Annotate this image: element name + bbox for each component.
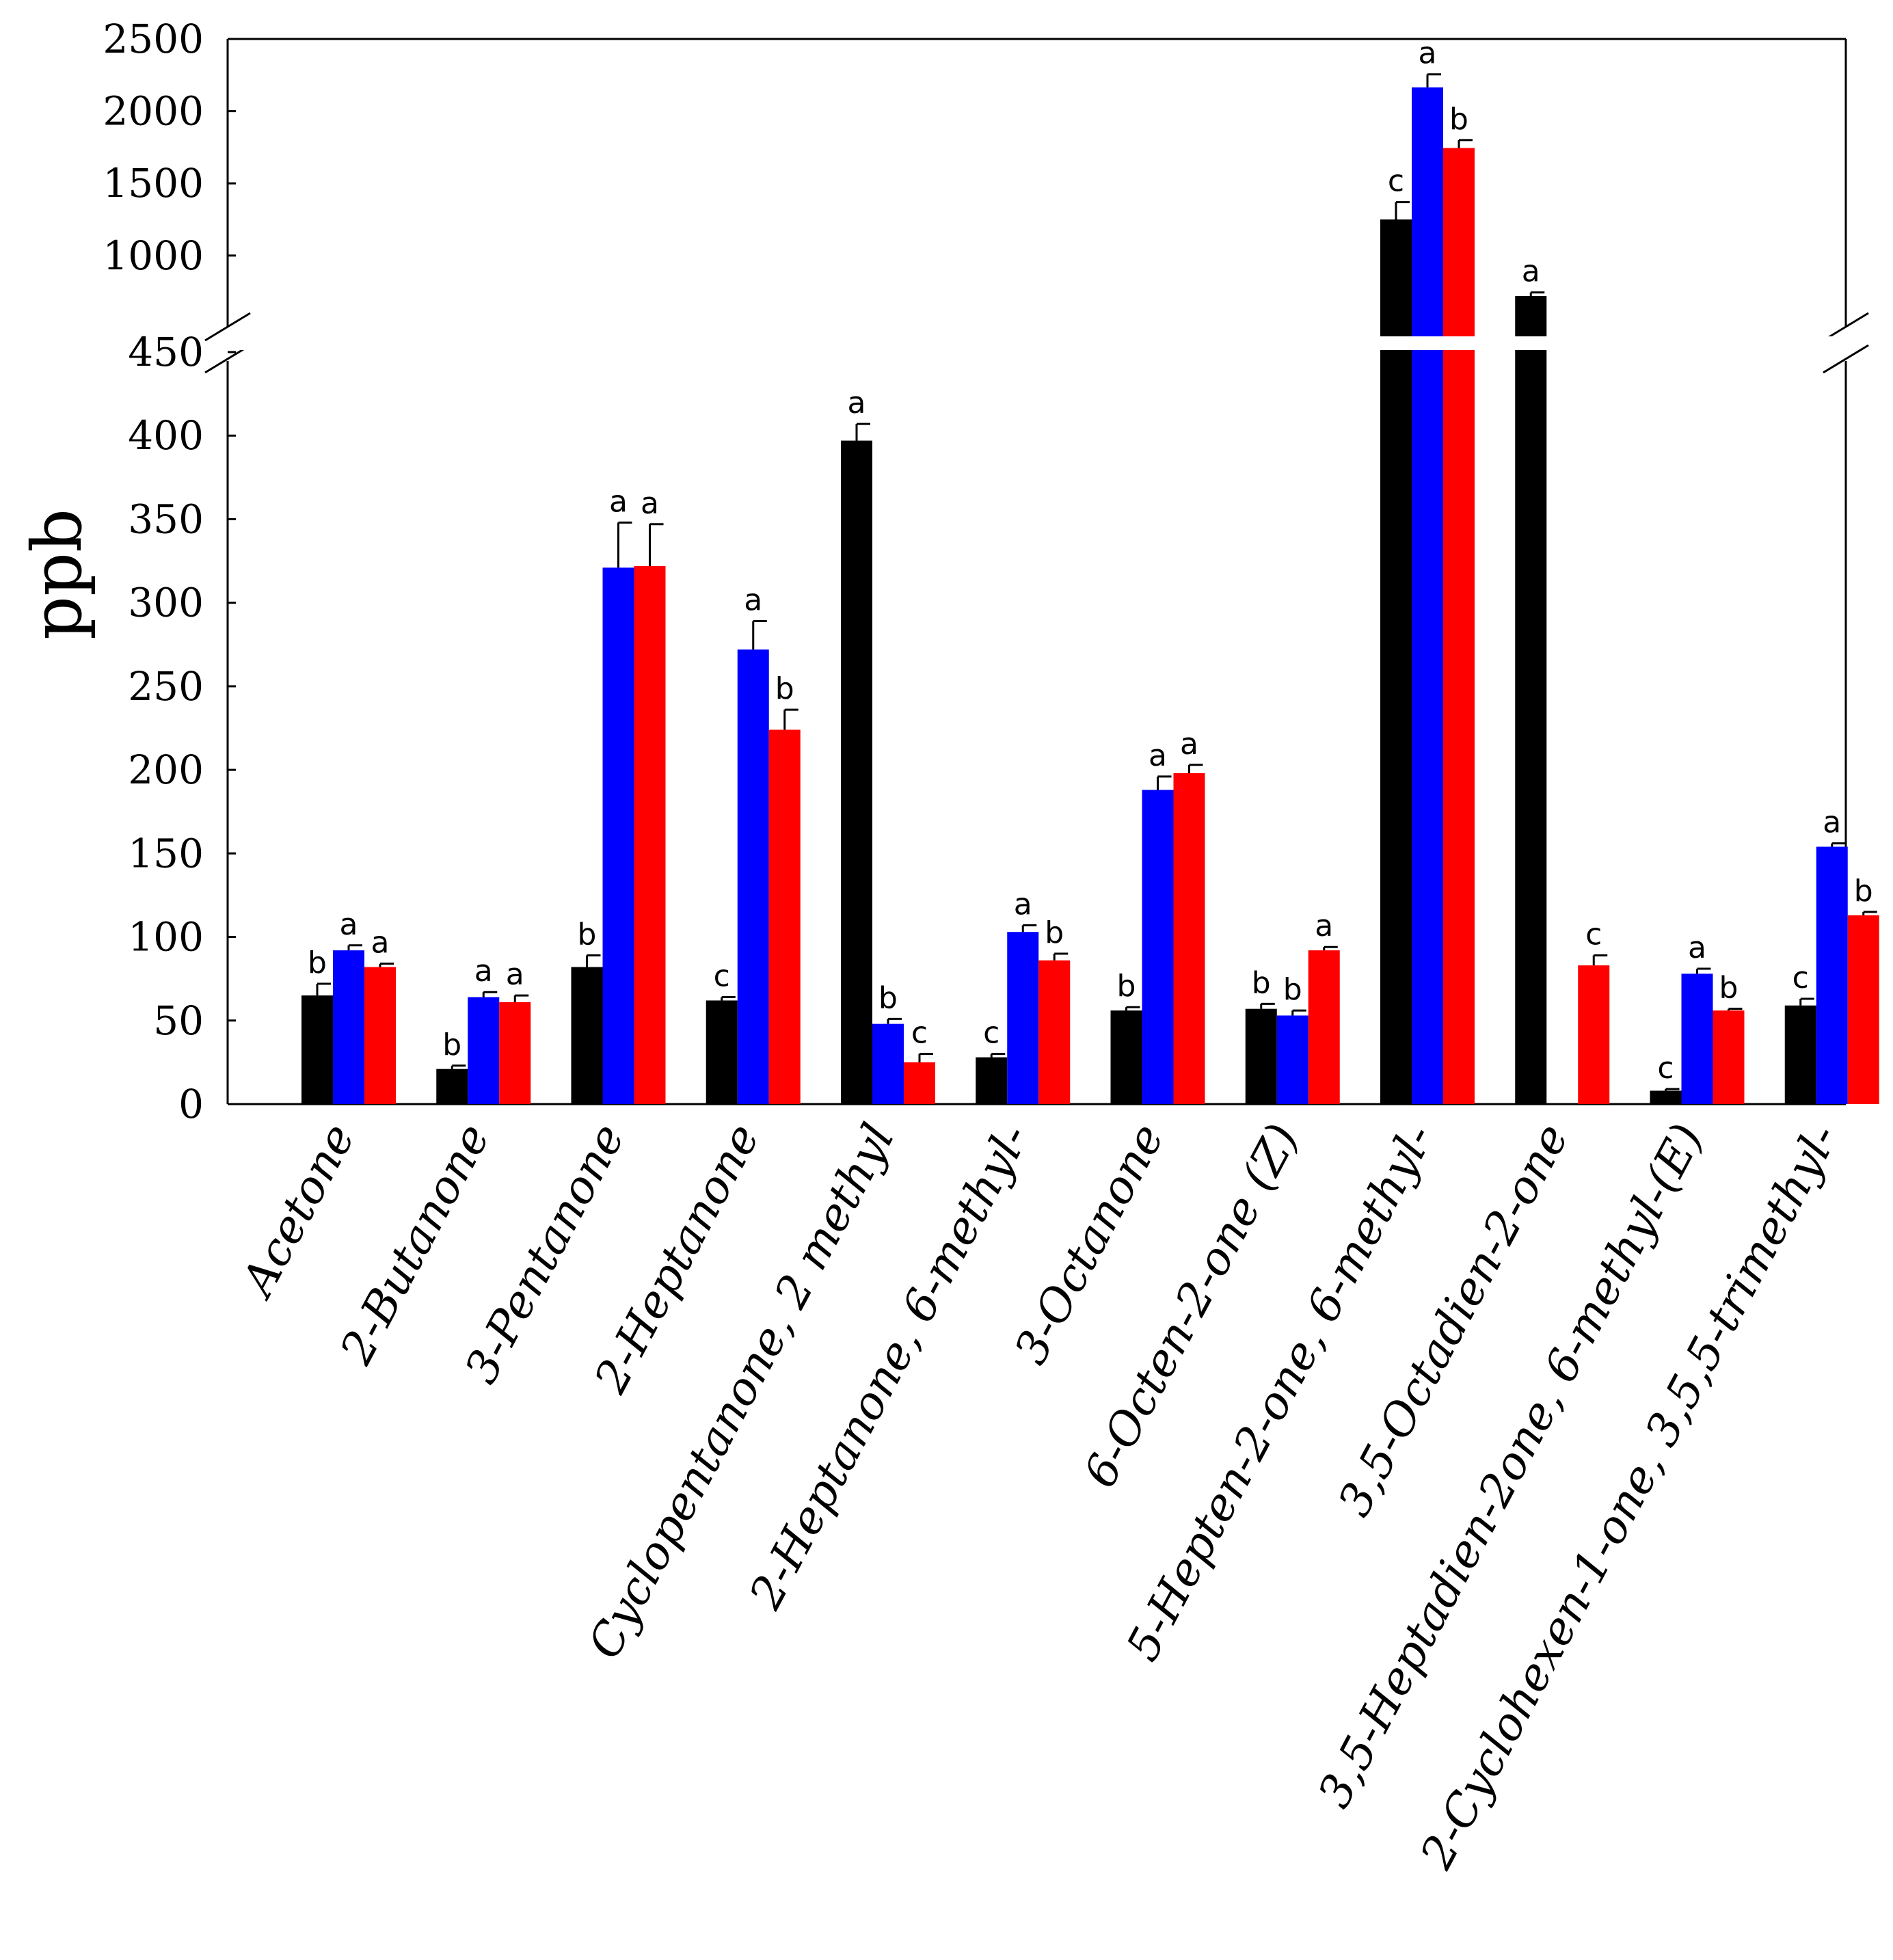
bar-black — [1515, 295, 1547, 1105]
significance-letter: b — [1719, 971, 1738, 1006]
bar-blue — [1007, 932, 1039, 1104]
bar-black — [436, 1069, 468, 1104]
bar-blue — [1412, 87, 1443, 1104]
significance-letter: c — [1793, 961, 1809, 995]
significance-letter: a — [641, 486, 659, 521]
bar-blue — [468, 997, 500, 1104]
y-tick-label: 100 — [128, 914, 204, 961]
significance-letter: a — [1823, 805, 1841, 840]
bar-blue — [737, 649, 769, 1104]
significance-letter: a — [474, 954, 493, 989]
bar-red — [1443, 148, 1475, 1105]
bar-black — [1784, 1005, 1816, 1104]
significance-letter: b — [1117, 969, 1136, 1004]
significance-letter: b — [878, 980, 898, 1015]
significance-letter: b — [308, 945, 327, 980]
bar-blue — [1142, 790, 1174, 1104]
bar-black — [301, 995, 333, 1104]
bar-red — [1308, 950, 1340, 1104]
bar-red — [768, 729, 801, 1104]
bar-red — [1847, 915, 1879, 1104]
y-tick-label: 250 — [128, 663, 204, 710]
bar-red — [634, 565, 666, 1104]
bar-blue — [1276, 1015, 1308, 1104]
bar-red — [1173, 773, 1205, 1104]
significance-letter: b — [1283, 972, 1302, 1007]
significance-letter: c — [714, 959, 730, 994]
significance-letter: b — [1449, 102, 1468, 137]
bar-black — [841, 440, 872, 1104]
bar-blue — [1681, 974, 1713, 1104]
category-label: Acetone — [230, 1115, 365, 1307]
bar-red — [904, 1062, 935, 1104]
significance-letter: a — [848, 386, 866, 420]
significance-letter: b — [1045, 915, 1064, 950]
bar-red — [1038, 960, 1071, 1104]
bar-blue — [333, 950, 364, 1104]
significance-letter: a — [1315, 909, 1333, 943]
significance-letter: a — [1522, 254, 1540, 289]
axis-break-mark-right — [1823, 312, 1869, 342]
significance-letter: a — [1149, 738, 1167, 773]
axis-break-gap — [229, 336, 1844, 350]
bar-red — [1578, 965, 1610, 1104]
bar-black — [1380, 219, 1412, 1104]
y-tick-label: 300 — [128, 580, 204, 626]
category-labels: Acetone2-Butanone3-Pentanone2-HeptanoneC… — [230, 1115, 1849, 1877]
y-tick-label: 400 — [128, 412, 204, 459]
significance-letter: a — [1180, 727, 1198, 762]
axis-break-mark-left — [204, 312, 251, 342]
significance-letter: b — [775, 671, 794, 706]
bar-red — [364, 967, 396, 1104]
y-tick-label: 450 — [128, 329, 204, 375]
y-tick-label: 0 — [178, 1081, 204, 1127]
bar-black — [1110, 1010, 1142, 1104]
significance-letter: a — [506, 957, 524, 992]
significance-letter: b — [1252, 965, 1271, 1000]
significance-letter: c — [983, 1016, 999, 1051]
y-tick-label: 2500 — [103, 16, 204, 62]
axis-break-mark-right — [1823, 344, 1869, 374]
significance-letter: c — [911, 1016, 928, 1051]
significance-letter: b — [578, 917, 597, 952]
bar-red — [499, 1002, 531, 1104]
significance-letter: c — [1388, 164, 1404, 199]
y-axis-ticks: 0 50 100 150 200 250 300 350 400 450 1000 1500 2000 2… — [103, 16, 236, 1127]
significance-letter: a — [340, 907, 358, 942]
significance-letter: a — [371, 926, 390, 961]
bar-blue — [602, 567, 634, 1104]
significance-letter: a — [1688, 930, 1706, 965]
significance-letter: a — [1014, 887, 1032, 922]
y-tick-label: 1500 — [103, 160, 204, 206]
bar-black — [706, 1000, 738, 1104]
bar-blue — [1816, 846, 1848, 1104]
significance-letter: b — [1854, 874, 1873, 909]
y-axis-title: ppb — [17, 509, 97, 640]
y-tick-label: 350 — [128, 496, 204, 542]
bar-black — [1245, 1008, 1277, 1104]
bar-black — [976, 1057, 1008, 1104]
significance-letter: a — [1419, 36, 1437, 71]
significance-letter: c — [1585, 917, 1602, 952]
y-tick-label: 1000 — [103, 232, 204, 279]
bar-blue — [872, 1023, 904, 1104]
y-tick-label: 2000 — [103, 88, 204, 135]
y-tick-label: 200 — [128, 747, 204, 793]
significance-letter: c — [1657, 1051, 1674, 1086]
bar-black — [571, 967, 603, 1104]
bar-black — [1650, 1090, 1682, 1104]
significance-letter: a — [744, 583, 762, 618]
significance-letter: b — [442, 1028, 461, 1062]
y-tick-label: 50 — [153, 997, 204, 1044]
bar-red — [1713, 1010, 1745, 1104]
significance-letter: a — [609, 484, 628, 519]
y-tick-label: 150 — [128, 830, 204, 876]
